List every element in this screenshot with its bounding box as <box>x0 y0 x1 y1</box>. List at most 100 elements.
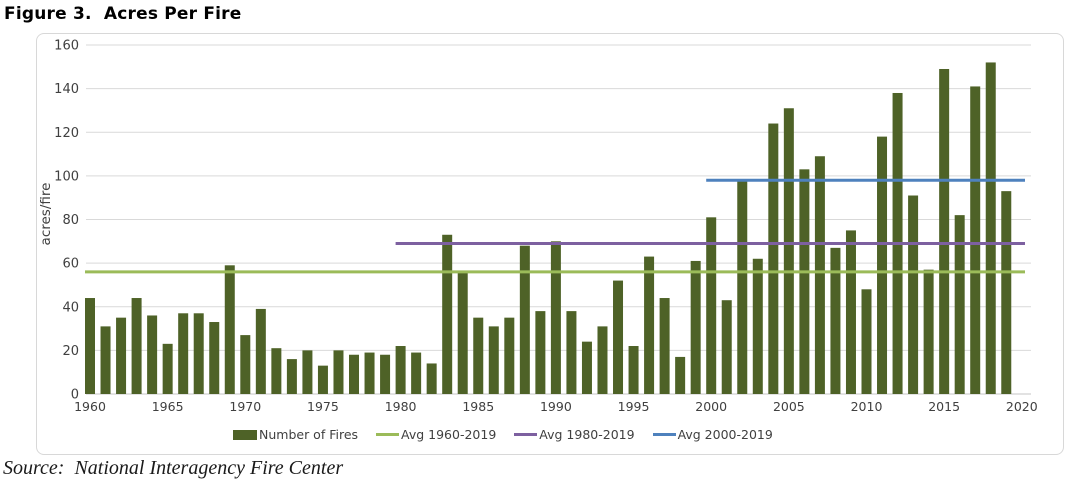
bar-1967 <box>193 313 204 394</box>
legend-line-swatch-avg-1980 <box>514 433 538 436</box>
bar-1996 <box>644 256 655 394</box>
bar-2006 <box>799 169 810 394</box>
bar-1978 <box>364 352 375 394</box>
y-tick-120: 120 <box>54 126 79 141</box>
y-tick-140: 140 <box>54 82 79 97</box>
y-tick-20: 20 <box>62 344 79 359</box>
x-tick-1960: 1960 <box>74 399 106 414</box>
bar-2003 <box>752 258 763 394</box>
bar-2019 <box>1001 191 1012 394</box>
bar-1988 <box>519 245 530 394</box>
bar-1993 <box>597 326 608 394</box>
legend-item-number-of-fires: Number of Fires <box>233 427 358 442</box>
y-tick-160: 160 <box>54 39 79 54</box>
bar-1992 <box>581 341 592 394</box>
x-tick-1980: 1980 <box>385 399 417 414</box>
bar-2018 <box>985 62 996 394</box>
bar-2015 <box>939 68 950 395</box>
y-tick-100: 100 <box>54 169 79 184</box>
bar-1970 <box>240 335 251 394</box>
bar-1998 <box>675 356 686 394</box>
bar-1995 <box>628 346 639 394</box>
bar-2004 <box>768 123 779 395</box>
bar-1997 <box>659 298 670 394</box>
x-tick-1975: 1975 <box>307 399 339 414</box>
bar-2008 <box>830 247 841 394</box>
bar-2009 <box>845 230 856 394</box>
bar-2007 <box>814 156 825 394</box>
bar-1973 <box>286 359 297 394</box>
bar-1962 <box>116 317 127 394</box>
legend-item-avg-1960-2019: Avg 1960-2019 <box>376 427 496 442</box>
bar-2013 <box>908 195 919 394</box>
bar-1966 <box>178 313 189 394</box>
x-tick-1990: 1990 <box>540 399 572 414</box>
bar-2014 <box>923 269 934 394</box>
source-note: Source: National Interagency Fire Center <box>3 457 344 479</box>
bar-1977 <box>349 354 360 394</box>
bar-1965 <box>162 343 173 394</box>
bar-1968 <box>209 322 220 394</box>
figure-title: Figure 3. Acres Per Fire <box>4 4 242 24</box>
bar-1984 <box>457 271 468 394</box>
bar-1987 <box>504 317 515 394</box>
bar-1994 <box>613 280 624 394</box>
bar-2017 <box>970 86 981 394</box>
legend-item-avg-2000-2019: Avg 2000-2019 <box>652 427 773 442</box>
bar-1969 <box>224 265 235 394</box>
legend-label-number-of-fires: Number of Fires <box>259 427 359 442</box>
legend-line-swatch-avg-2000 <box>652 433 676 436</box>
chart-legend: Number of Fires Avg 1960-2019 Avg 1980-2… <box>233 427 773 442</box>
legend-item-avg-1980-2019: Avg 1980-2019 <box>514 427 635 442</box>
y-tick-80: 80 <box>62 213 79 228</box>
bar-2000 <box>706 217 717 394</box>
bar-2011 <box>877 136 888 395</box>
legend-line-swatch-avg-1960 <box>376 433 400 436</box>
bar-1981 <box>411 352 422 394</box>
x-tick-2020: 2020 <box>1006 399 1038 414</box>
bar-1989 <box>535 311 546 394</box>
bar-1971 <box>255 308 266 394</box>
x-tick-2005: 2005 <box>773 399 805 414</box>
bar-1960 <box>85 298 95 394</box>
bar-1999 <box>690 260 701 394</box>
bar-1983 <box>442 234 453 394</box>
bar-1974 <box>302 350 313 394</box>
x-tick-1985: 1985 <box>462 399 494 414</box>
bar-1963 <box>131 298 142 394</box>
bar-1964 <box>147 315 158 394</box>
x-tick-2015: 2015 <box>928 399 960 414</box>
bar-1975 <box>317 365 328 394</box>
x-tick-2010: 2010 <box>851 399 883 414</box>
y-tick-0: 0 <box>71 388 79 403</box>
bar-1976 <box>333 350 344 394</box>
x-tick-1970: 1970 <box>229 399 261 414</box>
legend-label-avg-1960-2019: Avg 1960-2019 <box>401 427 497 442</box>
y-tick-40: 40 <box>62 300 79 315</box>
x-tick-1965: 1965 <box>152 399 184 414</box>
bar-1985 <box>473 317 484 394</box>
bar-1991 <box>566 311 577 394</box>
bar-2016 <box>954 215 965 394</box>
legend-label-avg-2000-2019: Avg 2000-2019 <box>677 427 773 442</box>
x-tick-2000: 2000 <box>695 399 727 414</box>
x-tick-1995: 1995 <box>618 399 650 414</box>
bar-2005 <box>783 108 794 394</box>
acres-per-fire-bar-chart: 0 20 40 60 80 100 120 140 160 1960 1965 1970 1975 198… <box>38 39 1038 415</box>
bar-2010 <box>861 289 872 394</box>
bar-1972 <box>271 348 282 394</box>
legend-label-avg-1980-2019: Avg 1980-2019 <box>539 427 635 442</box>
bar-1961 <box>100 326 111 394</box>
legend-bar-swatch <box>233 429 257 440</box>
bar-1990 <box>550 241 561 394</box>
bar-1986 <box>488 326 499 394</box>
y-tick-60: 60 <box>62 257 79 272</box>
chart-frame: 0 20 40 60 80 100 120 140 160 1960 1965 1970 1975 198… <box>36 33 1064 455</box>
bar-2001 <box>721 300 732 394</box>
y-axis-title: acres/fire <box>38 183 54 246</box>
bar-1980 <box>395 346 406 394</box>
bar-1979 <box>380 354 391 394</box>
bar-2002 <box>737 180 748 394</box>
bar-1982 <box>426 363 437 394</box>
